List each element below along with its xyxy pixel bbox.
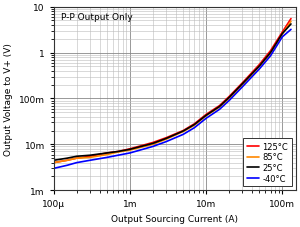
85°C bbox=[116, 151, 120, 154]
-40°C bbox=[75, 162, 79, 164]
25°C bbox=[105, 152, 109, 155]
25°C bbox=[289, 23, 293, 26]
25°C bbox=[218, 106, 221, 108]
125°C bbox=[258, 64, 261, 67]
-40°C bbox=[241, 86, 244, 89]
125°C bbox=[204, 114, 208, 116]
25°C bbox=[151, 142, 155, 145]
125°C bbox=[128, 148, 132, 151]
85°C bbox=[88, 156, 92, 159]
25°C bbox=[52, 159, 56, 162]
85°C bbox=[204, 115, 208, 118]
-40°C bbox=[65, 164, 69, 167]
125°C bbox=[52, 162, 56, 164]
25°C bbox=[128, 148, 132, 151]
125°C bbox=[88, 155, 92, 158]
25°C bbox=[182, 130, 185, 133]
85°C bbox=[75, 157, 79, 160]
25°C bbox=[88, 154, 92, 157]
Y-axis label: Output Voltage to V+ (V): Output Voltage to V+ (V) bbox=[4, 43, 13, 155]
-40°C bbox=[204, 117, 208, 120]
-40°C bbox=[193, 127, 196, 130]
Legend: 125°C, 85°C, 25°C, -40°C: 125°C, 85°C, 25°C, -40°C bbox=[243, 139, 292, 186]
25°C bbox=[227, 97, 231, 99]
25°C bbox=[193, 124, 196, 126]
85°C bbox=[182, 131, 185, 133]
X-axis label: Output Sourcing Current (A): Output Sourcing Current (A) bbox=[111, 214, 238, 223]
25°C bbox=[258, 65, 261, 68]
25°C bbox=[280, 33, 284, 36]
125°C bbox=[65, 159, 69, 162]
25°C bbox=[269, 52, 272, 55]
-40°C bbox=[182, 133, 185, 136]
-40°C bbox=[218, 109, 221, 111]
-40°C bbox=[128, 152, 132, 155]
85°C bbox=[52, 162, 56, 164]
125°C bbox=[241, 82, 244, 85]
125°C bbox=[151, 141, 155, 144]
-40°C bbox=[116, 154, 120, 157]
-40°C bbox=[52, 167, 56, 170]
-40°C bbox=[269, 55, 272, 58]
-40°C bbox=[289, 29, 293, 32]
-40°C bbox=[105, 156, 109, 159]
85°C bbox=[128, 149, 132, 152]
Line: 25°C: 25°C bbox=[54, 25, 291, 160]
25°C bbox=[75, 155, 79, 158]
125°C bbox=[75, 157, 79, 160]
85°C bbox=[227, 98, 231, 100]
125°C bbox=[164, 137, 168, 139]
85°C bbox=[151, 143, 155, 146]
85°C bbox=[280, 34, 284, 37]
85°C bbox=[105, 153, 109, 156]
85°C bbox=[258, 66, 261, 69]
25°C bbox=[65, 157, 69, 160]
-40°C bbox=[164, 141, 168, 143]
-40°C bbox=[280, 36, 284, 39]
Text: P-P Output Only: P-P Output Only bbox=[61, 13, 133, 22]
Line: -40°C: -40°C bbox=[54, 30, 291, 169]
85°C bbox=[193, 124, 196, 127]
125°C bbox=[182, 130, 185, 132]
25°C bbox=[164, 137, 168, 140]
85°C bbox=[241, 84, 244, 87]
-40°C bbox=[258, 68, 261, 71]
Line: 85°C: 85°C bbox=[54, 22, 291, 163]
85°C bbox=[269, 53, 272, 56]
125°C bbox=[116, 151, 120, 153]
Line: 125°C: 125°C bbox=[54, 20, 291, 163]
85°C bbox=[65, 159, 69, 162]
125°C bbox=[105, 152, 109, 155]
25°C bbox=[116, 151, 120, 153]
-40°C bbox=[88, 159, 92, 162]
85°C bbox=[218, 106, 221, 109]
125°C bbox=[218, 105, 221, 107]
85°C bbox=[289, 21, 293, 24]
125°C bbox=[280, 32, 284, 34]
125°C bbox=[289, 18, 293, 21]
85°C bbox=[164, 138, 168, 141]
-40°C bbox=[151, 146, 155, 148]
-40°C bbox=[227, 100, 231, 102]
125°C bbox=[193, 123, 196, 126]
125°C bbox=[269, 50, 272, 53]
25°C bbox=[241, 83, 244, 86]
125°C bbox=[227, 96, 231, 99]
25°C bbox=[204, 114, 208, 117]
